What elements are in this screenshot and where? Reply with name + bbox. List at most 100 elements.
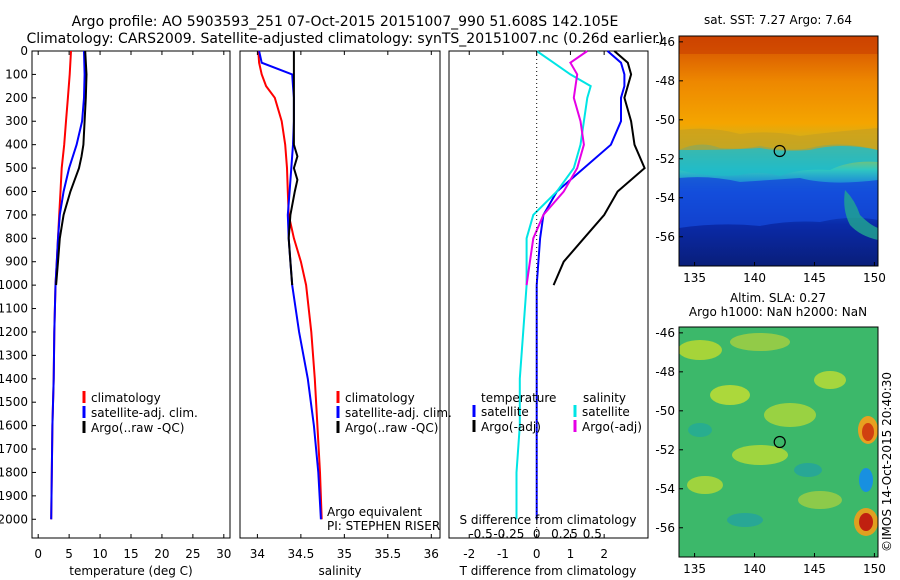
x-tick-label: 35.5 bbox=[374, 547, 401, 561]
sst-argo-position-marker bbox=[773, 144, 786, 158]
s-tick-label: 0.5 bbox=[583, 527, 602, 541]
map-y-tick-label: -46 bbox=[655, 35, 675, 49]
map-y-tick-label: -52 bbox=[655, 152, 675, 166]
x-tick-label: -1 bbox=[497, 547, 509, 561]
depth-tick-label: 900 bbox=[5, 255, 28, 269]
sla-map-image bbox=[679, 327, 878, 557]
temp-legend-argo: Argo(..raw -QC) bbox=[91, 421, 184, 435]
depth-tick-label: 100 bbox=[5, 67, 28, 81]
temp-series-group bbox=[50, 50, 88, 520]
series-line-diff-0 bbox=[535, 50, 626, 520]
map-x-tick-label: 150 bbox=[863, 562, 886, 576]
x-tick-label: 15 bbox=[123, 547, 138, 561]
x-tick-label: 30 bbox=[216, 547, 231, 561]
series-line-temp-2 bbox=[55, 50, 88, 286]
sst-map-image bbox=[679, 36, 878, 266]
depth-tick-label: 1600 bbox=[0, 419, 28, 433]
s-tick-label: 0 bbox=[533, 527, 541, 541]
diff-legend-sal-satellite: satellite bbox=[582, 405, 630, 419]
map-y-tick-label: -54 bbox=[655, 191, 675, 205]
depth-tick-label: 400 bbox=[5, 138, 28, 152]
map-y-tick-label: -46 bbox=[655, 326, 675, 340]
temp-legend: climatology satellite-adj. clim. Argo(..… bbox=[82, 391, 198, 435]
series-line-diff-1 bbox=[552, 50, 646, 286]
temp-xlabel: temperature (deg C) bbox=[69, 564, 192, 578]
depth-tick-label: 1700 bbox=[0, 442, 28, 456]
diff-legend-temp-title: temperature bbox=[481, 391, 556, 405]
x-tick-label: 2 bbox=[600, 547, 608, 561]
map-y-tick-label: -56 bbox=[655, 521, 675, 535]
sal-legend-climatology: climatology bbox=[345, 391, 415, 405]
depth-tick-label: 600 bbox=[5, 184, 28, 198]
sla-map-title1: Altim. SLA: 0.27 bbox=[730, 291, 826, 305]
depth-tick-label: 1300 bbox=[0, 348, 28, 362]
x-tick-label: 20 bbox=[154, 547, 169, 561]
depth-tick-label: 800 bbox=[5, 231, 28, 245]
x-tick-label: 25 bbox=[185, 547, 200, 561]
imos-stamp: ©IMOS 14-Oct-2015 20:40:30 bbox=[880, 372, 894, 552]
temp-legend-climatology: climatology bbox=[91, 391, 161, 405]
map-y-tick-label: -50 bbox=[655, 404, 675, 418]
header-line1: Argo profile: AO 5903593_251 07-Oct-2015… bbox=[72, 14, 619, 30]
map-x-tick-label: 135 bbox=[683, 562, 706, 576]
x-tick-label: 0 bbox=[533, 547, 541, 561]
s-tick-label: 0.25 bbox=[551, 527, 578, 541]
x-tick-label: 34.5 bbox=[288, 547, 315, 561]
x-tick-label: 5 bbox=[65, 547, 73, 561]
x-tick-label: 1 bbox=[567, 547, 575, 561]
s-tick-label: -0.5 bbox=[469, 527, 492, 541]
depth-tick-label: 1100 bbox=[0, 302, 28, 316]
sal-legend-satellite: satellite-adj. clim. bbox=[345, 406, 452, 420]
series-line-temp-0 bbox=[50, 50, 72, 520]
series-line-diff-2 bbox=[515, 50, 592, 520]
s-tick-label: -0.25 bbox=[493, 527, 524, 541]
series-line-sal-2 bbox=[287, 51, 299, 286]
depth-tick-label: 700 bbox=[5, 208, 28, 222]
diff-xlabel: T difference from climatology bbox=[459, 564, 637, 578]
x-tick-label: -2 bbox=[463, 547, 475, 561]
x-tick-label: 35 bbox=[337, 547, 352, 561]
map-x-tick-label: 145 bbox=[803, 562, 826, 576]
diff-panel-frame bbox=[448, 50, 649, 539]
sst-map-frame bbox=[678, 35, 879, 267]
sal-note-argo-equivalent: Argo equivalent bbox=[327, 505, 422, 519]
header-line2: Climatology: CARS2009. Satellite-adjuste… bbox=[26, 31, 663, 47]
temp-legend-satellite: satellite-adj. clim. bbox=[91, 406, 198, 420]
map-y-tick-label: -52 bbox=[655, 443, 675, 457]
series-line-sal-0 bbox=[257, 50, 323, 520]
map-y-tick-label: -56 bbox=[655, 230, 675, 244]
map-y-tick-label: -54 bbox=[655, 482, 675, 496]
x-tick-label: 36 bbox=[424, 547, 439, 561]
depth-tick-label: 2000 bbox=[0, 512, 28, 526]
depth-tick-label: 500 bbox=[5, 161, 28, 175]
sla-map-title2: Argo h1000: NaN h2000: NaN bbox=[689, 305, 867, 319]
sal-series-group bbox=[257, 50, 323, 520]
sal-legend-argo: Argo(..raw -QC) bbox=[345, 421, 438, 435]
map-y-tick-label: -48 bbox=[655, 365, 675, 379]
map-y-tick-label: -50 bbox=[655, 113, 675, 127]
depth-tick-label: 1000 bbox=[0, 278, 28, 292]
series-line-diff-3 bbox=[525, 50, 588, 286]
map-x-tick-label: 140 bbox=[743, 562, 766, 576]
depth-tick-label: 1800 bbox=[0, 465, 28, 479]
map-x-tick-label: 140 bbox=[743, 271, 766, 285]
diff-legend: temperature salinity satellite Argo(-adj… bbox=[472, 391, 642, 434]
depth-tick-label: 1900 bbox=[0, 489, 28, 503]
series-line-temp-1 bbox=[50, 50, 86, 520]
diff-legend-sal-argo: Argo(-adj) bbox=[582, 420, 642, 434]
sla-map-frame bbox=[678, 326, 879, 558]
sst-map-axes: 135 140 145 150 -46 -48 -50 -52 -54 -56 bbox=[655, 35, 885, 285]
sal-xlabel: salinity bbox=[318, 564, 361, 578]
sst-map-title: sat. SST: 7.27 Argo: 7.64 bbox=[704, 13, 852, 27]
sal-panel-frame bbox=[239, 50, 441, 539]
temp-panel-frame bbox=[31, 50, 231, 539]
depth-tick-label: 1500 bbox=[0, 395, 28, 409]
sla-argo-position-marker bbox=[773, 435, 786, 449]
depth-axis: 0 100 200 300 400 500 600 700 800 900 1000 1100 1200… bbox=[0, 44, 36, 526]
x-tick-label: 34 bbox=[250, 547, 265, 561]
depth-tick-label: 1400 bbox=[0, 372, 28, 386]
depth-tick-label: 1200 bbox=[0, 325, 28, 339]
depth-tick-label: 0 bbox=[20, 44, 28, 58]
x-tick-label: 10 bbox=[92, 547, 107, 561]
